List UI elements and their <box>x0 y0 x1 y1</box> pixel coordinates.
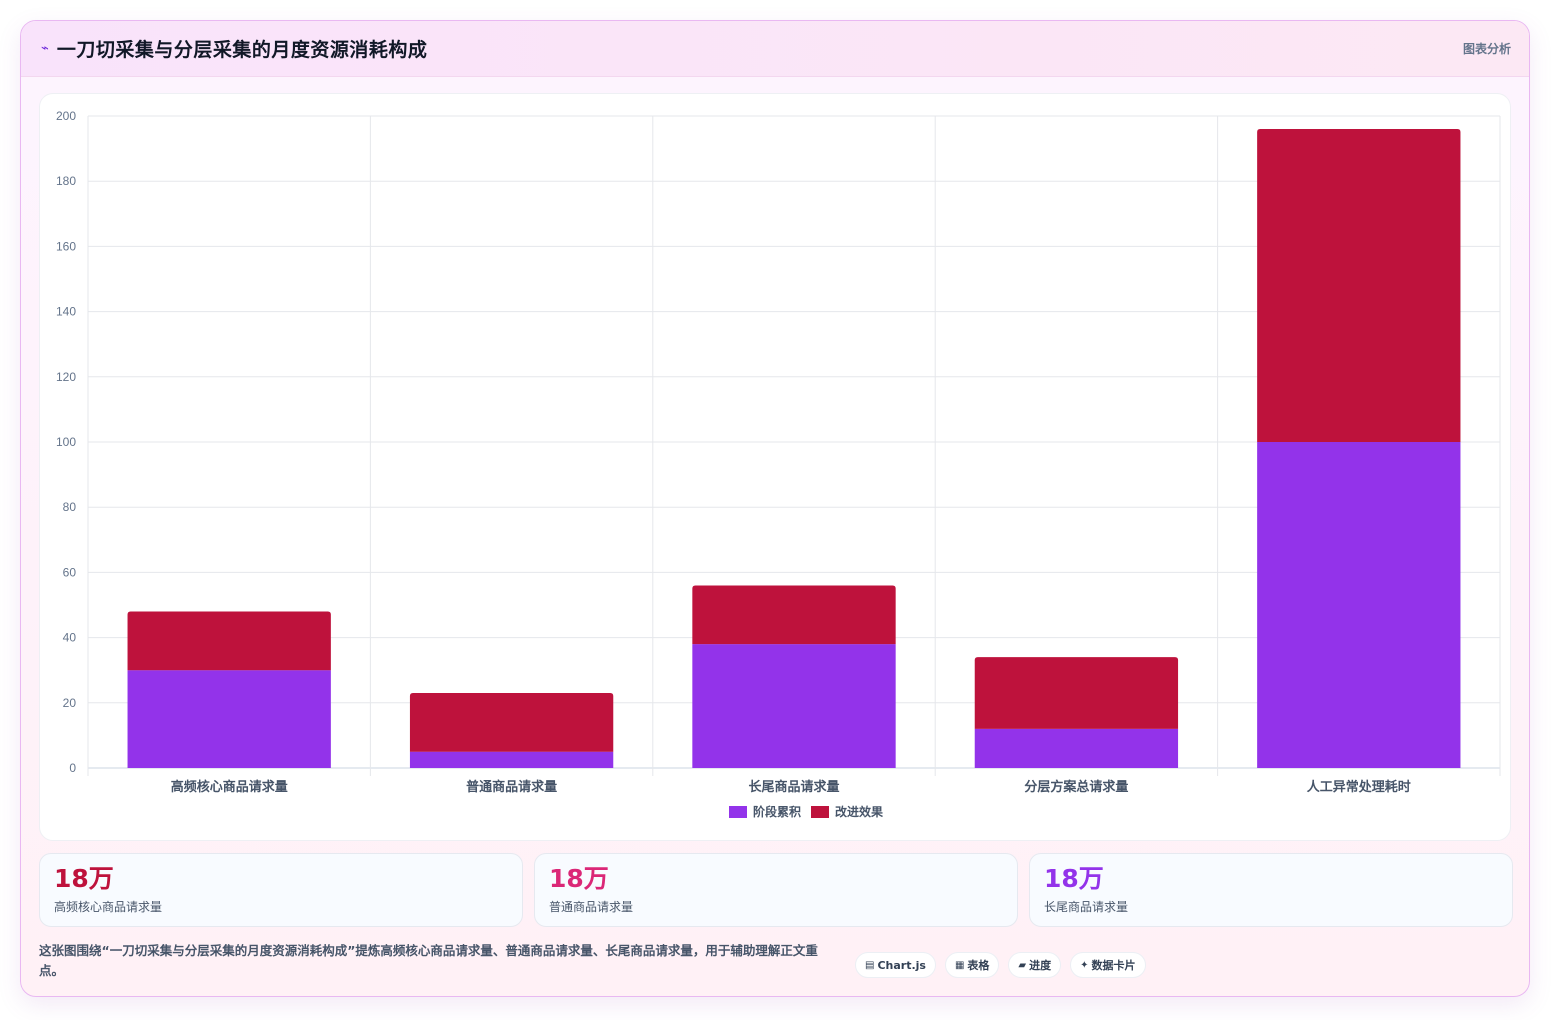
stat-card: 18万 普通商品请求量 <box>534 853 1018 927</box>
chart-card: ⌁ 一刀切采集与分层采集的月度资源消耗构成 图表分析 0 20 40 60 80 100 1… <box>20 20 1530 997</box>
chart-title: 一刀切采集与分层采集的月度资源消耗构成 <box>56 39 428 61</box>
y-tick-label: 20 <box>63 696 77 710</box>
chip-chartjs[interactable]: ▤ Chart.js <box>855 952 936 978</box>
stat-card: 18万 高频核心商品请求量 <box>39 853 523 927</box>
stat-card: 18万 长尾商品请求量 <box>1029 853 1513 927</box>
chip-data-cards[interactable]: ✦ 数据卡片 <box>1070 952 1146 978</box>
title-wrap: ⌁ 一刀切采集与分层采集的月度资源消耗构成 <box>41 35 427 62</box>
chip-label: Chart.js <box>877 958 926 972</box>
bar-segment <box>1257 129 1461 442</box>
bar-segment <box>1257 442 1461 768</box>
bar-segment <box>974 657 1179 729</box>
stat-label: 高频核心商品请求量 <box>54 900 163 914</box>
bar-segment <box>409 693 614 752</box>
sparkle-icon: ✦ <box>1080 959 1089 971</box>
chip-table[interactable]: ▦ 表格 <box>944 952 1000 978</box>
chart-analysis-tag: 图表分析 <box>1462 42 1511 56</box>
trend-icon: ⌁ <box>41 41 49 56</box>
y-tick-label: 140 <box>56 305 76 319</box>
x-tick-label: 分层方案总请求量 <box>1024 779 1128 795</box>
card-header: ⌁ 一刀切采集与分层采集的月度资源消耗构成 图表分析 <box>21 21 1529 77</box>
feature-chips: ▤ Chart.js ▦ 表格 ▰ 进度 ✦ 数据卡片 <box>855 952 1146 978</box>
chip-progress[interactable]: ▰ 进度 <box>1008 952 1062 978</box>
x-tick-label: 长尾商品请求量 <box>748 779 839 795</box>
stat-label: 长尾商品请求量 <box>1044 900 1129 914</box>
legend-swatch <box>811 806 829 818</box>
x-tick-label: 人工异常处理耗时 <box>1307 779 1411 795</box>
stacked-bar-chart: 0 20 40 60 80 100 120 140 160 180 200 高频核心商品请求量 普通商品… <box>56 109 1501 819</box>
bar-segment <box>974 728 1179 768</box>
y-tick-label: 180 <box>56 174 76 188</box>
bar-segment <box>127 670 331 768</box>
card-footer: 这张图围绕“一刀切采集与分层采集的月度资源消耗构成”提炼高频核心商品请求量、普通… <box>39 941 1513 985</box>
y-tick-label: 120 <box>56 370 76 384</box>
chart-icon: ▤ <box>865 959 875 971</box>
bar-segment <box>692 644 896 768</box>
legend-label: 阶段累积 <box>753 804 801 819</box>
x-tick-label: 高频核心商品请求量 <box>171 779 288 795</box>
stat-cards: 18万 高频核心商品请求量 18万 普通商品请求量 18万 长尾商品请求量 <box>39 853 1513 927</box>
stat-value: 18万 <box>54 864 114 893</box>
bar-segment <box>409 751 614 768</box>
stat-label: 普通商品请求量 <box>549 900 634 914</box>
stat-value: 18万 <box>1044 864 1104 893</box>
stat-value: 18万 <box>549 864 609 893</box>
chip-label: 数据卡片 <box>1091 959 1136 972</box>
y-tick-label: 0 <box>69 761 76 775</box>
x-tick-label: 普通商品请求量 <box>466 779 557 795</box>
legend-swatch <box>729 806 747 818</box>
table-icon: ▦ <box>954 959 965 971</box>
legend-label: 改进效果 <box>835 804 883 819</box>
chip-label: 表格 <box>967 959 990 972</box>
bar-segment <box>127 611 331 671</box>
y-tick-label: 80 <box>63 500 77 514</box>
progress-icon: ▰ <box>1018 959 1027 971</box>
chip-label: 进度 <box>1029 959 1052 972</box>
chart-description: 这张图围绕“一刀切采集与分层采集的月度资源消耗构成”提炼高频核心商品请求量、普通… <box>39 943 818 978</box>
chart-area: 0 20 40 60 80 100 120 140 160 180 200 高频核心商品请求量 普通商品… <box>39 93 1511 841</box>
y-tick-label: 160 <box>56 239 76 253</box>
y-tick-label: 200 <box>56 109 76 123</box>
y-tick-label: 40 <box>63 631 77 645</box>
y-tick-label: 100 <box>56 435 76 449</box>
bar-segment <box>692 585 896 645</box>
y-tick-label: 60 <box>63 565 77 579</box>
